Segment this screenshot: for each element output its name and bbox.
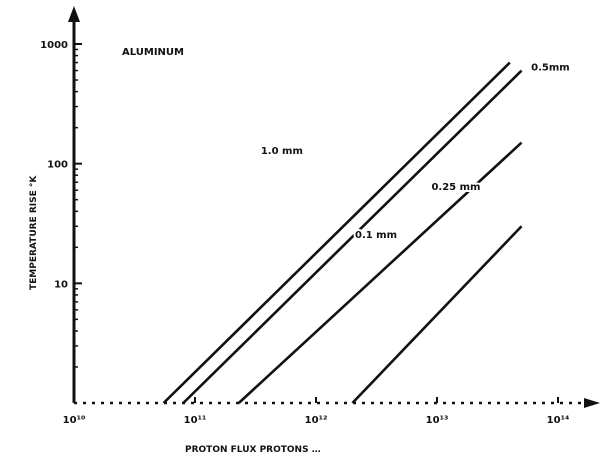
x-tick-label-4: 10¹⁴	[547, 415, 570, 426]
y-tick-label-2: 10	[54, 279, 68, 290]
series-label-2: 0.25 mm	[431, 182, 480, 193]
x-axis-label: PROTON FLUX PROTONS …	[185, 445, 321, 455]
x-tick-label-3: 10¹³	[426, 415, 449, 426]
y-tick-label-0: 1000	[40, 40, 68, 51]
series-label-1: 0.5mm	[531, 63, 570, 74]
x-axis-arrow	[584, 398, 600, 408]
y-axis-label: TEMPERATURE RISE °K	[29, 175, 39, 290]
series-line-3	[351, 225, 523, 404]
y-tick-label-1: 100	[47, 160, 68, 171]
x-tick-label-0: 10¹⁰	[63, 415, 86, 426]
series-label-3: 0.1 mm	[355, 230, 397, 241]
x-tick-label-1: 10¹¹	[184, 415, 207, 426]
series-line-1	[182, 69, 523, 404]
x-tick-label-2: 10¹²	[305, 415, 328, 426]
series-line-0	[162, 61, 511, 404]
series-line-2	[237, 141, 523, 404]
y-axis-arrow	[68, 6, 80, 22]
chart-title: ALUMINUM	[122, 47, 184, 58]
series-label-0: 1.0 mm	[261, 146, 303, 157]
